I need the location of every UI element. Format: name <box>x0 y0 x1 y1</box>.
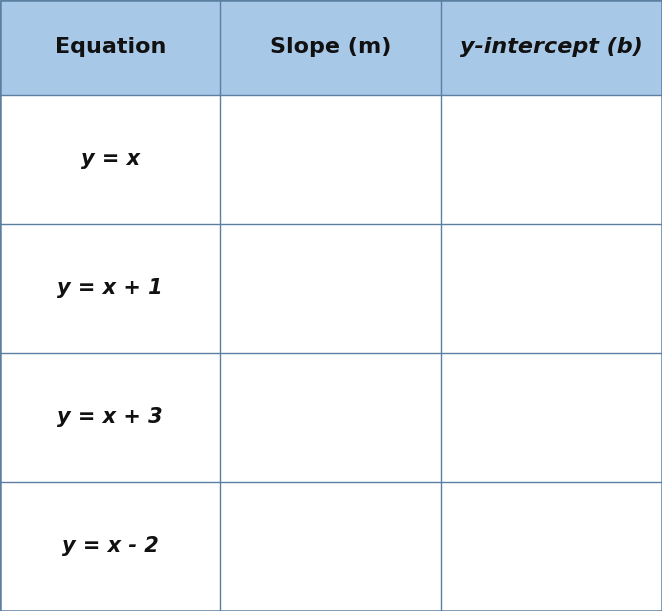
Text: y = x + 3: y = x + 3 <box>58 408 163 427</box>
Bar <box>0 0 220 95</box>
Bar <box>220 482 441 611</box>
Bar <box>0 224 220 353</box>
Bar <box>0 353 220 482</box>
Text: y = x + 1: y = x + 1 <box>58 279 163 298</box>
Text: y = x: y = x <box>81 149 140 169</box>
Bar <box>0 482 220 611</box>
Bar <box>441 353 662 482</box>
Bar <box>220 95 441 224</box>
Bar <box>441 95 662 224</box>
Bar <box>220 0 441 95</box>
Bar <box>441 0 662 95</box>
Bar <box>0 95 220 224</box>
Bar <box>441 482 662 611</box>
Text: y-intercept (b): y-intercept (b) <box>460 37 643 57</box>
Bar <box>220 224 441 353</box>
Text: Slope (m): Slope (m) <box>270 37 391 57</box>
Text: y = x - 2: y = x - 2 <box>62 536 159 557</box>
Text: Equation: Equation <box>54 37 166 57</box>
Bar <box>441 224 662 353</box>
Bar <box>220 353 441 482</box>
